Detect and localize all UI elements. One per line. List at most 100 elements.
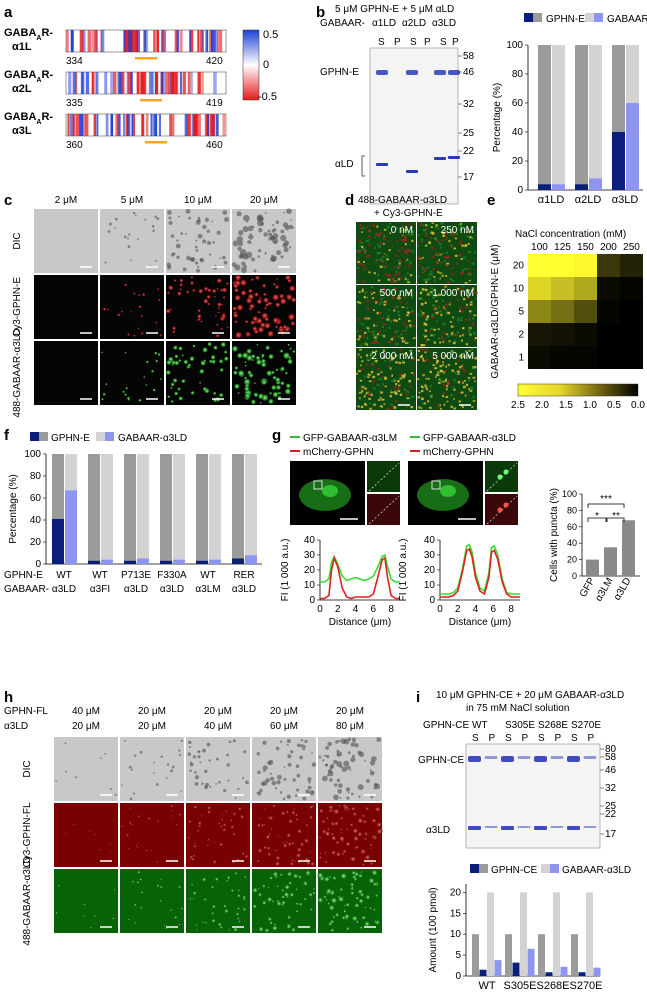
b-ytick-label: 40 xyxy=(512,127,524,138)
micro-droplet xyxy=(243,750,247,754)
micro-droplet xyxy=(224,356,229,361)
micro-droplet xyxy=(197,821,202,826)
d-speck xyxy=(363,267,366,271)
d-speck xyxy=(429,236,433,239)
d-speck xyxy=(442,341,445,343)
micro-droplet xyxy=(247,370,252,375)
d-speck xyxy=(450,245,453,248)
d-speck xyxy=(359,245,362,247)
d-tile-label: 5 000 nM xyxy=(432,351,474,362)
d-speck xyxy=(356,250,360,253)
d-speck xyxy=(421,288,425,291)
micro-droplet xyxy=(204,286,208,291)
f-bar-gphn-s xyxy=(160,454,172,561)
micro-droplet xyxy=(156,217,160,221)
micro-droplet xyxy=(364,854,371,861)
d-speck xyxy=(399,377,403,380)
micro-droplet xyxy=(226,753,230,757)
micro-droplet xyxy=(267,760,272,766)
micro-tile xyxy=(54,737,118,801)
micro-droplet xyxy=(310,861,315,867)
d-speck xyxy=(434,237,438,240)
micro-droplet xyxy=(174,391,178,396)
micro-droplet xyxy=(194,775,199,780)
micro-droplet xyxy=(136,881,140,884)
micro-droplet xyxy=(302,747,306,751)
d-speck xyxy=(423,270,426,273)
d-speck xyxy=(426,293,430,296)
micro-droplet xyxy=(215,314,217,317)
micro-droplet xyxy=(369,760,376,766)
d-speck xyxy=(437,228,440,231)
d-speck xyxy=(453,407,457,410)
d-speck xyxy=(368,229,371,233)
d-speck xyxy=(422,344,426,346)
micro-droplet xyxy=(274,849,278,852)
micro-droplet xyxy=(220,328,223,331)
d-speck xyxy=(422,357,424,360)
d-speck xyxy=(384,273,388,276)
a-strip-stripe xyxy=(219,30,223,52)
d-speck xyxy=(378,399,381,402)
e-cell xyxy=(620,346,643,369)
micro-droplet xyxy=(341,852,345,856)
d-speck xyxy=(420,314,423,317)
micro-droplet xyxy=(340,827,343,831)
d-speck xyxy=(356,267,360,270)
d-speck xyxy=(396,297,400,300)
micro-droplet xyxy=(252,887,258,893)
b-bar-gphn-s xyxy=(538,45,551,185)
d-speck xyxy=(364,387,368,390)
d-speck xyxy=(366,391,369,394)
micro-droplet xyxy=(273,241,277,244)
micro-droplet xyxy=(205,782,209,787)
micro-droplet xyxy=(64,742,67,745)
g-bar-ytick-label: 60 xyxy=(567,522,577,532)
micro-droplet xyxy=(257,770,261,775)
micro-droplet xyxy=(122,390,125,394)
g-series-red xyxy=(320,555,400,600)
micro-droplet xyxy=(227,876,231,880)
d-speck xyxy=(417,396,421,399)
d-speck xyxy=(390,389,392,392)
d-speck xyxy=(402,360,405,363)
d-speck xyxy=(403,250,406,253)
b-band xyxy=(406,70,418,75)
a-strip-stripe xyxy=(145,114,149,136)
d-speck xyxy=(404,275,407,278)
d-speck xyxy=(432,268,436,271)
d-speck xyxy=(395,354,398,357)
g-ytick-label: 20 xyxy=(304,565,316,576)
micro-droplet xyxy=(216,334,220,338)
d-speck xyxy=(403,388,407,391)
micro-droplet xyxy=(291,927,296,932)
a-strip-stripe xyxy=(189,30,194,52)
d-speck xyxy=(420,407,423,410)
d-speck xyxy=(358,335,361,338)
micro-droplet xyxy=(135,844,138,847)
micro-droplet xyxy=(238,230,244,236)
h-gphn-conc: 40 μM xyxy=(72,706,100,717)
micro-droplet xyxy=(351,737,357,742)
i-bar xyxy=(487,892,494,976)
micro-droplet xyxy=(299,842,305,847)
g-xtick-label: 0 xyxy=(437,604,443,615)
micro-droplet xyxy=(189,746,192,749)
d-speck xyxy=(368,255,371,258)
micro-droplet xyxy=(281,888,285,892)
f-bar-gphn-p xyxy=(52,518,64,564)
d-speck xyxy=(428,273,432,276)
d-speck xyxy=(425,232,428,235)
d-speck xyxy=(433,279,436,282)
a-motif-marker xyxy=(140,99,162,102)
d-speck xyxy=(461,292,464,295)
g-ytick-label: 30 xyxy=(304,550,316,561)
d-speck xyxy=(395,270,398,273)
d-speck xyxy=(427,224,429,227)
d-speck xyxy=(384,289,387,292)
d-speck xyxy=(358,290,361,293)
d-tile-label: 1 000 nM xyxy=(432,288,474,299)
micro-droplet xyxy=(121,784,123,787)
d-speck xyxy=(361,322,364,325)
